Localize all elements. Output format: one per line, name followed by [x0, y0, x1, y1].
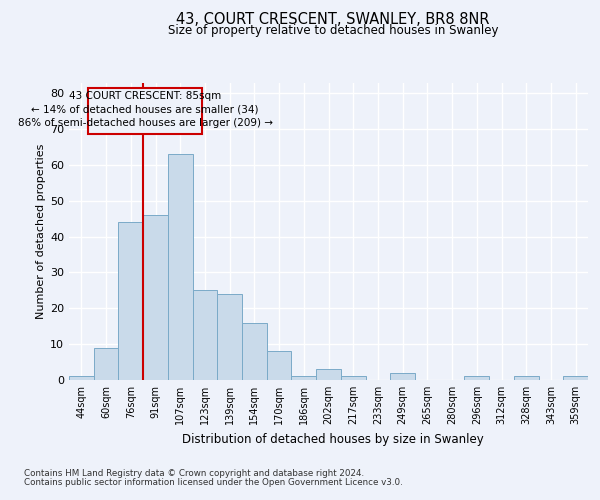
Bar [563, 376, 588, 380]
Text: Distribution of detached houses by size in Swanley: Distribution of detached houses by size … [182, 432, 484, 446]
Bar [143, 215, 168, 380]
Text: ← 14% of detached houses are smaller (34): ← 14% of detached houses are smaller (34… [31, 104, 259, 115]
Bar [217, 294, 242, 380]
Bar [168, 154, 193, 380]
Bar [267, 352, 292, 380]
Bar [94, 348, 118, 380]
Bar [514, 376, 539, 380]
Bar [292, 376, 316, 380]
Y-axis label: Number of detached properties: Number of detached properties [36, 144, 46, 319]
Bar [316, 369, 341, 380]
Text: Contains HM Land Registry data © Crown copyright and database right 2024.: Contains HM Land Registry data © Crown c… [24, 469, 364, 478]
Bar [118, 222, 143, 380]
Bar [341, 376, 365, 380]
Bar [390, 373, 415, 380]
Bar [464, 376, 489, 380]
Bar [69, 376, 94, 380]
Text: 43, COURT CRESCENT, SWANLEY, BR8 8NR: 43, COURT CRESCENT, SWANLEY, BR8 8NR [176, 12, 490, 28]
Text: Size of property relative to detached houses in Swanley: Size of property relative to detached ho… [168, 24, 498, 37]
Bar [193, 290, 217, 380]
FancyBboxPatch shape [88, 88, 202, 134]
Text: Contains public sector information licensed under the Open Government Licence v3: Contains public sector information licen… [24, 478, 403, 487]
Text: 86% of semi-detached houses are larger (209) →: 86% of semi-detached houses are larger (… [17, 118, 272, 128]
Bar [242, 322, 267, 380]
Text: 43 COURT CRESCENT: 85sqm: 43 COURT CRESCENT: 85sqm [69, 91, 221, 101]
